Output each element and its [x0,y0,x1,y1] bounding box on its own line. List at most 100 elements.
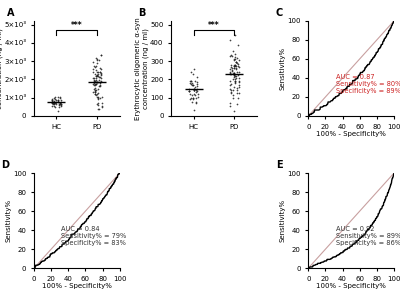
Point [189,82,196,87]
Point [233,66,239,71]
Point [49,96,55,101]
Point [188,78,194,83]
Point [56,95,63,100]
Point [49,99,55,103]
Point [98,79,104,83]
Point [236,58,242,63]
Point [230,93,236,98]
Point [227,72,234,76]
Point [188,82,195,87]
Point [94,94,100,99]
Point [97,69,103,74]
Point [231,71,237,76]
Point [235,64,241,69]
Point [94,69,100,74]
Point [95,87,101,91]
Point [233,64,239,69]
Point [99,100,105,105]
Point [187,70,194,74]
Point [92,90,98,94]
Point [192,92,198,97]
Point [97,83,103,87]
Text: A: A [6,8,14,18]
Point [227,69,233,74]
X-axis label: 100% - Specificity%: 100% - Specificity% [316,131,386,137]
Point [97,70,104,74]
Text: AUC = 0.84
Sensitivity% = 79%
Specificity% = 83%: AUC = 0.84 Sensitivity% = 79% Specificit… [62,226,127,246]
Point [55,109,62,114]
Point [49,104,55,108]
Point [95,79,101,84]
Point [231,75,237,80]
Point [227,82,234,86]
Point [51,100,58,104]
Point [188,96,194,101]
Point [92,72,99,77]
Point [232,74,239,79]
Point [190,95,197,100]
Point [232,32,238,37]
Point [231,58,237,63]
Point [94,57,100,62]
Point [232,63,238,68]
Point [92,56,99,61]
Point [235,42,241,47]
Point [230,87,236,92]
Point [186,81,193,86]
Point [186,92,193,97]
Point [49,100,55,105]
Text: ***: *** [208,21,220,30]
Point [96,75,103,80]
Point [95,91,102,96]
Text: AUC = 0.87
Sensitivity% = 80%
Specificity% = 89%: AUC = 0.87 Sensitivity% = 80% Specificit… [336,74,400,94]
Point [92,86,98,91]
Point [97,65,103,70]
Point [232,74,239,78]
Point [91,86,98,91]
Point [91,79,98,84]
Point [90,81,97,86]
Point [234,91,240,96]
Point [93,74,99,79]
Point [192,84,198,89]
Point [92,91,98,96]
Point [91,91,98,96]
Point [232,80,238,85]
Point [52,101,58,105]
Point [186,89,192,94]
Point [195,92,202,97]
Point [56,100,63,105]
Point [190,108,197,112]
Point [96,84,103,89]
Point [227,86,233,91]
Point [56,105,62,110]
Point [98,76,104,80]
Y-axis label: Erythrocytic oligomeric α-syn
concentration (ng / ml): Erythrocytic oligomeric α-syn concentrat… [135,17,149,120]
Point [93,68,100,72]
Point [94,92,100,97]
Point [232,77,238,82]
Point [90,76,96,81]
Point [228,63,234,68]
Point [92,89,98,94]
Point [98,67,104,72]
Point [233,60,239,65]
Point [97,70,104,75]
Point [193,88,200,92]
Point [229,67,235,72]
Point [228,71,234,76]
Point [52,104,58,109]
Y-axis label: Sensitivity%: Sensitivity% [6,199,12,242]
Text: E: E [276,160,282,170]
Point [90,89,96,94]
Point [228,90,234,95]
Point [51,99,57,104]
Point [191,91,197,96]
Point [58,103,64,108]
Point [186,87,192,92]
Point [235,70,242,75]
Point [50,100,56,104]
Point [236,80,242,85]
Point [231,64,238,69]
Point [193,100,200,105]
